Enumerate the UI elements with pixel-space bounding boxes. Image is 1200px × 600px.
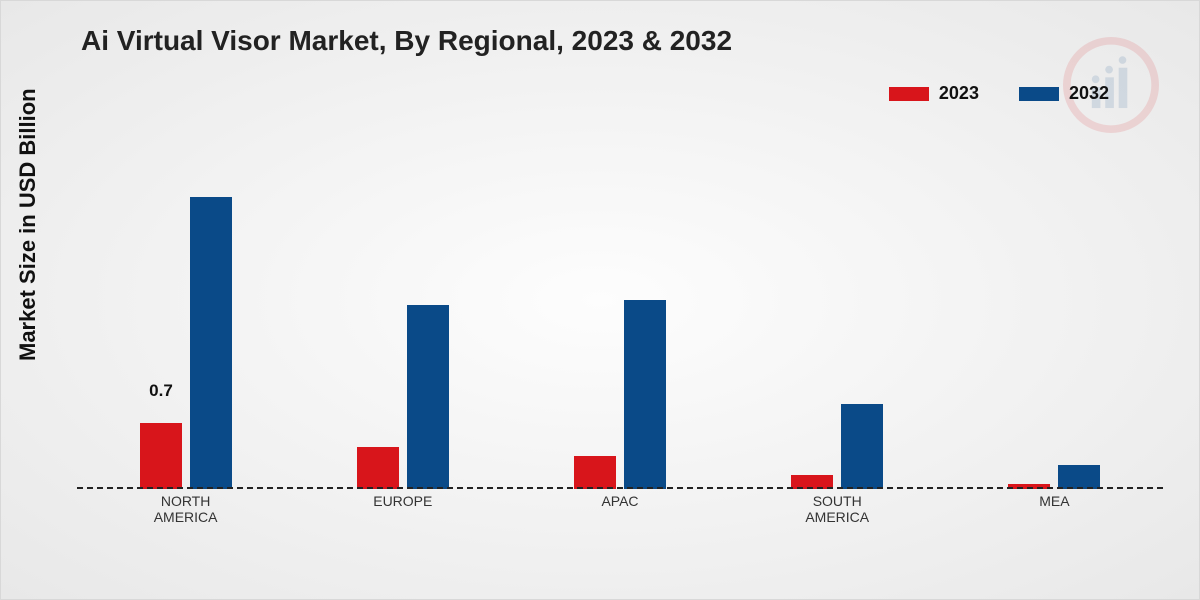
bar-groups: 0.7 <box>77 161 1163 489</box>
x-label: MEA <box>1039 493 1069 509</box>
bar-group <box>729 161 946 489</box>
legend-label: 2023 <box>939 83 979 104</box>
legend-label: 2032 <box>1069 83 1109 104</box>
bar <box>574 456 616 489</box>
x-label: SOUTH AMERICA <box>805 493 869 525</box>
x-label-cell: NORTH AMERICA <box>77 489 294 529</box>
bar-group <box>511 161 728 489</box>
bar <box>841 404 883 489</box>
x-label-cell: SOUTH AMERICA <box>729 489 946 529</box>
bar <box>624 300 666 489</box>
plot-area: 0.7 NORTH AMERICA EUROPE APAC SOUTH AMERICA… <box>77 161 1163 529</box>
data-label: 0.7 <box>149 381 173 401</box>
bar-group: 0.7 <box>77 161 294 489</box>
chart-title: Ai Virtual Visor Market, By Regional, 20… <box>81 25 732 57</box>
bar-group <box>294 161 511 489</box>
x-label: EUROPE <box>373 493 432 509</box>
bar <box>140 423 182 489</box>
legend-swatch-icon <box>889 87 929 101</box>
bar-group <box>946 161 1163 489</box>
x-label: NORTH AMERICA <box>154 493 218 525</box>
bar <box>1058 465 1100 489</box>
x-axis-labels: NORTH AMERICA EUROPE APAC SOUTH AMERICA MEA <box>77 489 1163 529</box>
chart-canvas: Ai Virtual Visor Market, By Regional, 20… <box>0 0 1200 600</box>
x-label-cell: MEA <box>946 489 1163 529</box>
x-label-cell: EUROPE <box>294 489 511 529</box>
bar <box>190 197 232 489</box>
x-label: APAC <box>601 493 638 509</box>
x-label-cell: APAC <box>511 489 728 529</box>
legend-item-2032: 2032 <box>1019 83 1109 104</box>
bar <box>407 305 449 489</box>
legend-item-2023: 2023 <box>889 83 979 104</box>
legend-swatch-icon <box>1019 87 1059 101</box>
bar <box>357 447 399 489</box>
legend: 2023 2032 <box>889 83 1109 104</box>
y-axis-label: Market Size in USD Billion <box>15 88 41 361</box>
